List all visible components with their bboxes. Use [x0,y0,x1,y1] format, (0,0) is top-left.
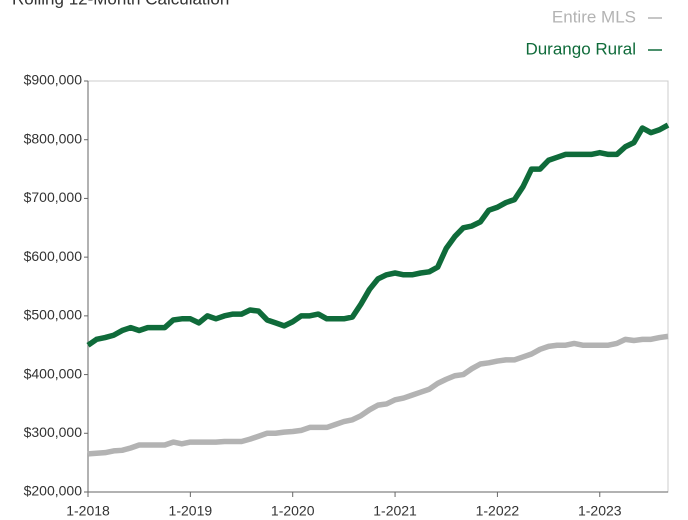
x-tick-label: 1-2022 [476,503,520,519]
y-tick-label: $600,000 [24,248,83,264]
legend-label: Durango Rural [525,39,636,58]
y-tick-label: $900,000 [24,72,83,88]
x-tick-label: 1-2023 [578,503,622,519]
y-tick-label: $400,000 [24,365,83,381]
legend-label: Entire MLS [552,7,636,26]
y-tick-label: $300,000 [24,424,83,440]
y-tick-label: $500,000 [24,307,83,323]
y-tick-label: $800,000 [24,130,83,146]
plot-frame [87,80,669,493]
chart-title: Rolling 12-Month Calculation [12,0,229,8]
y-tick-label: $700,000 [24,189,83,205]
x-tick-label: 1-2020 [271,503,315,519]
y-tick-label: $200,000 [24,483,83,499]
line-series [86,122,670,348]
x-tick-label: 1-2021 [373,503,417,519]
x-tick-label: 1-2019 [169,503,213,519]
line-series [87,333,669,457]
x-tick-label: 1-2018 [66,503,110,519]
